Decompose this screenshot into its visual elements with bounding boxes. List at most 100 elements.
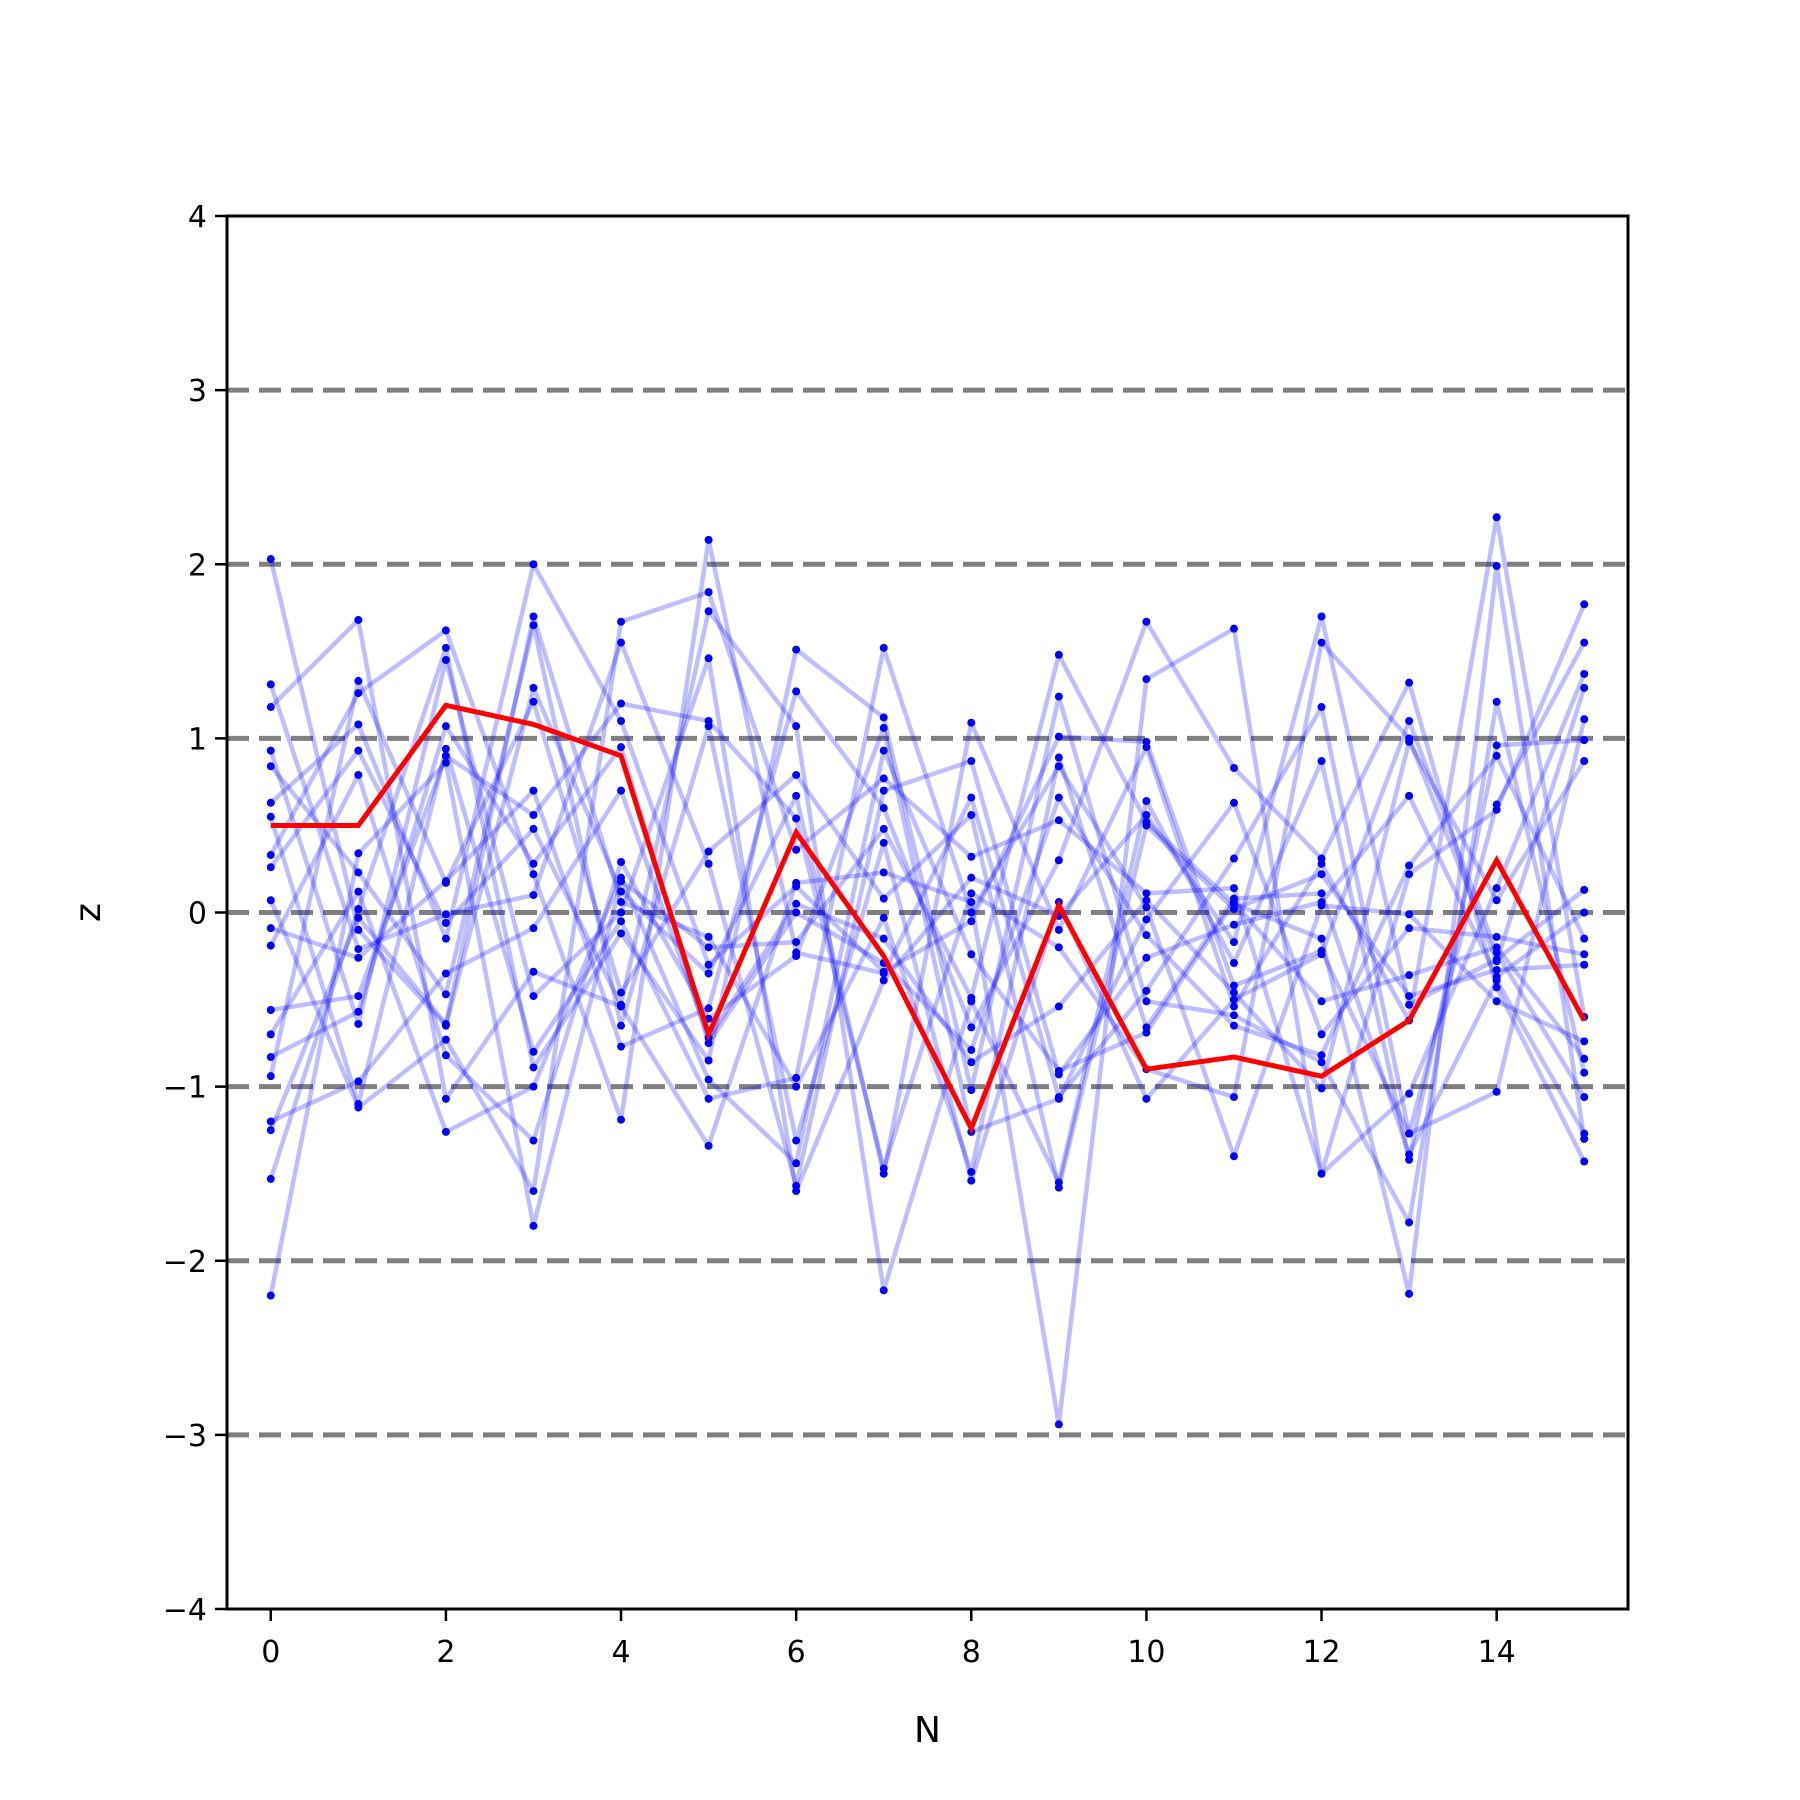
y-tick-label: 0 xyxy=(188,897,207,932)
series-point-11 xyxy=(529,1187,538,1196)
series-point-5 xyxy=(1229,938,1238,947)
series-point-1 xyxy=(354,925,363,934)
series-point-10 xyxy=(441,918,450,927)
series-point-17 xyxy=(441,878,450,887)
series-point-5 xyxy=(792,1187,801,1196)
series-point-11 xyxy=(354,1103,363,1112)
series-point-18 xyxy=(1492,896,1501,905)
series-point-16 xyxy=(441,722,450,731)
series-point-5 xyxy=(617,908,626,917)
series-point-6 xyxy=(1580,1093,1589,1102)
series-point-14 xyxy=(1317,638,1326,647)
reference-lines xyxy=(227,387,1628,1438)
series-point-15 xyxy=(266,1030,275,1039)
series-point-18 xyxy=(441,969,450,978)
series-point-6 xyxy=(617,1021,626,1030)
series-point-17 xyxy=(1142,821,1151,830)
x-tick-label: 0 xyxy=(261,1635,280,1670)
series-point-15 xyxy=(1492,943,1501,952)
series-point-11 xyxy=(704,588,713,597)
series-line-17 xyxy=(268,678,1585,1190)
series-point-16 xyxy=(1054,793,1063,802)
series-point-7 xyxy=(1229,981,1238,990)
series-point-11 xyxy=(1405,1089,1414,1098)
series-point-18 xyxy=(967,1058,976,1067)
series-point-13 xyxy=(792,952,801,961)
y-tick-label: 1 xyxy=(188,722,207,757)
series-point-7 xyxy=(1580,638,1589,647)
series-point-5 xyxy=(879,976,888,985)
series-point-12 xyxy=(1054,856,1063,865)
series-point-5 xyxy=(1580,885,1589,894)
highlight-series-group xyxy=(270,702,1587,1135)
series-point-20 xyxy=(879,913,888,922)
series-point-11 xyxy=(1492,884,1501,893)
series-point-17 xyxy=(967,810,976,819)
series-line-15 xyxy=(268,748,1586,1166)
series-point-6 xyxy=(967,1176,976,1185)
series-point-20 xyxy=(1492,976,1501,985)
series-point-9 xyxy=(967,793,976,802)
series-point-1 xyxy=(529,683,538,692)
series-point-12 xyxy=(879,804,888,813)
series-point-2 xyxy=(704,943,713,952)
x-tick-label: 4 xyxy=(611,1635,630,1670)
x-axis-title: N xyxy=(914,1710,941,1751)
series-point-20 xyxy=(967,1167,976,1176)
series-line-16 xyxy=(269,723,1587,1060)
series-point-8 xyxy=(1492,997,1501,1006)
series-point-11 xyxy=(1054,816,1063,825)
series-point-14 xyxy=(617,699,626,708)
series-point-20 xyxy=(529,612,538,621)
series-point-17 xyxy=(1054,1183,1063,1192)
series-point-15 xyxy=(704,1075,713,1084)
series-point-3 xyxy=(441,910,450,919)
series-point-15 xyxy=(441,1127,450,1136)
series-point-7 xyxy=(967,917,976,926)
series-point-12 xyxy=(1405,678,1414,687)
series-point-12 xyxy=(1229,763,1238,772)
series-point-2 xyxy=(1492,561,1501,570)
series-point-5 xyxy=(529,992,538,1001)
series-line-6 xyxy=(269,622,1587,1183)
series-point-10 xyxy=(792,722,801,731)
x-tick-label: 10 xyxy=(1127,1635,1165,1670)
series-point-1 xyxy=(266,555,275,564)
series-point-5 xyxy=(1142,810,1151,819)
series-point-18 xyxy=(617,786,626,795)
series-point-6 xyxy=(529,621,538,630)
series-point-11 xyxy=(1142,889,1151,898)
series-point-8 xyxy=(1317,901,1326,910)
series-point-8 xyxy=(1142,903,1151,912)
series-point-12 xyxy=(617,1042,626,1051)
series-point-9 xyxy=(441,626,450,635)
series-point-7 xyxy=(1142,737,1151,746)
series-point-16 xyxy=(529,859,538,868)
series-point-16 xyxy=(354,1007,363,1016)
series-point-20 xyxy=(792,1082,801,1091)
series-point-14 xyxy=(529,810,538,819)
series-point-14 xyxy=(266,1006,275,1015)
series-point-7 xyxy=(704,960,713,969)
series-point-4 xyxy=(529,967,538,976)
series-point-4 xyxy=(354,615,363,624)
series-point-15 xyxy=(1054,1066,1063,1075)
series-point-8 xyxy=(617,917,626,926)
series-line-3 xyxy=(268,640,1586,1189)
series-line-7 xyxy=(269,562,1587,1136)
x-tick-label: 14 xyxy=(1478,1635,1516,1670)
series-line-4 xyxy=(269,603,1587,1427)
series-point-9 xyxy=(1142,986,1151,995)
y-tick-label: −3 xyxy=(163,1419,207,1454)
series-line-19 xyxy=(268,645,1587,1225)
x-tick-label: 12 xyxy=(1302,1635,1340,1670)
series-point-19 xyxy=(529,1063,538,1072)
series-point-20 xyxy=(704,932,713,941)
series-point-2 xyxy=(792,938,801,947)
series-point-15 xyxy=(617,873,626,882)
series-point-4 xyxy=(441,1094,450,1103)
series-point-10 xyxy=(1580,736,1589,745)
series-point-8 xyxy=(266,812,275,821)
series-point-9 xyxy=(1580,715,1589,724)
series-point-14 xyxy=(792,814,801,823)
